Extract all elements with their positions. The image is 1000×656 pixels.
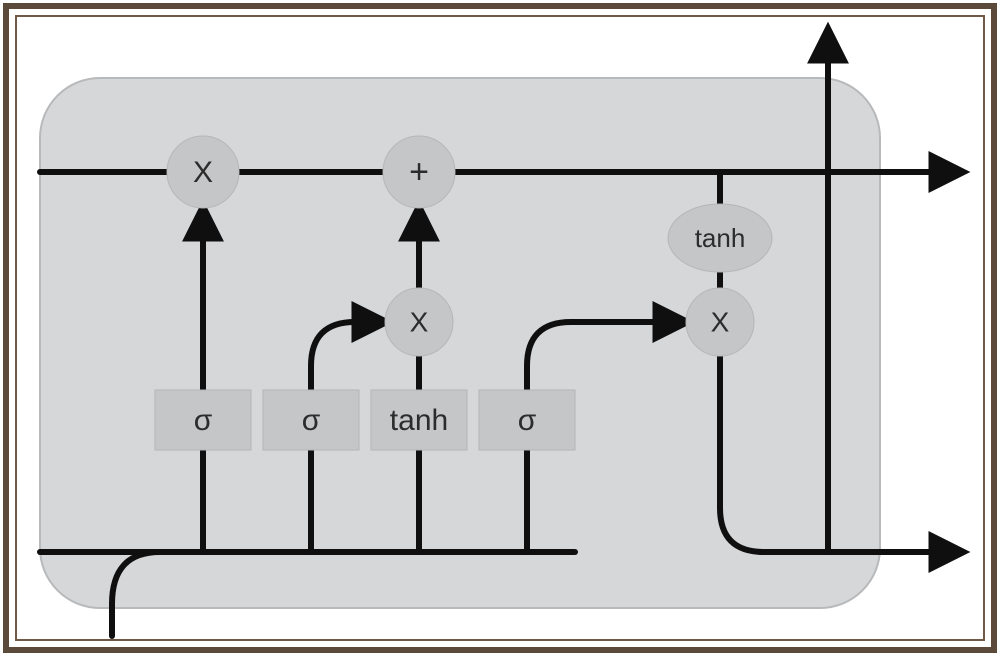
- page-root: σ σ tanh σ X + X Xtanh: [0, 0, 1000, 656]
- op-label-state-add: +: [409, 153, 429, 191]
- op-label-forget-mult: X: [193, 156, 213, 189]
- op-label-output-mult: X: [711, 306, 730, 337]
- op-label-input-mult: X: [410, 306, 429, 337]
- op-label-state-tanh: tanh: [695, 223, 746, 253]
- gate-label-cand-tanh: tanh: [390, 404, 448, 437]
- lstm-cell-bg: [40, 78, 880, 608]
- gate-label-forget-sigma: σ: [194, 404, 213, 437]
- gate-label-input-sigma: σ: [302, 404, 321, 437]
- gate-label-output-sigma: σ: [518, 404, 537, 437]
- lstm-diagram-svg: σ σ tanh σ X + X Xtanh: [0, 0, 1000, 656]
